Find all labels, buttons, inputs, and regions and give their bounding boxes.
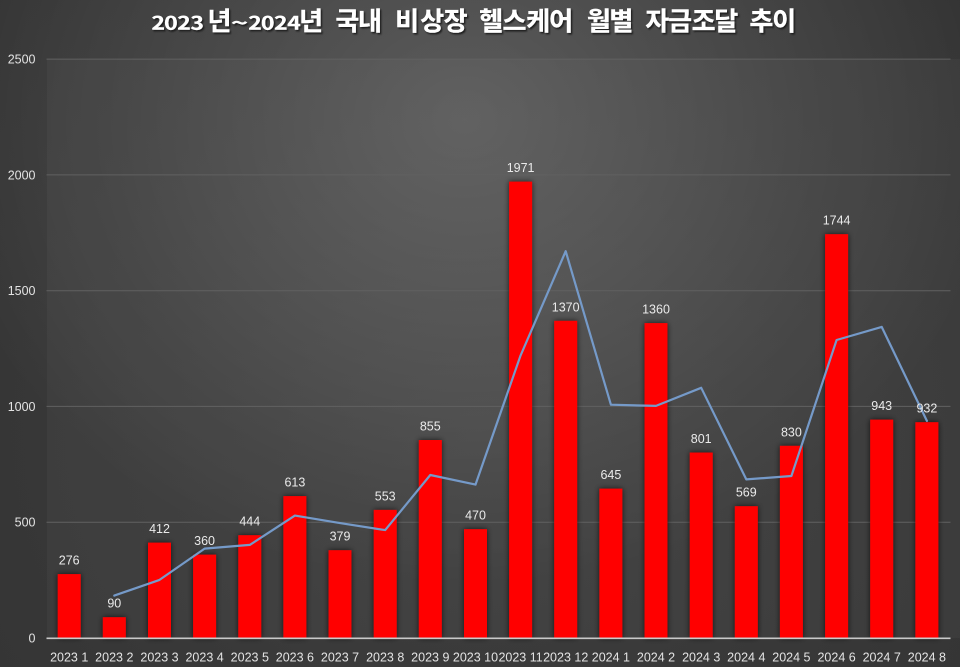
- svg-text:553: 553: [375, 489, 396, 503]
- svg-text:2024 4: 2024 4: [727, 650, 765, 664]
- svg-text:2023 6: 2023 6: [276, 650, 314, 664]
- svg-text:2024 2: 2024 2: [637, 650, 675, 664]
- svg-text:2024 5: 2024 5: [772, 650, 810, 664]
- svg-text:830: 830: [781, 425, 802, 439]
- svg-text:2023 1: 2023 1: [50, 650, 88, 664]
- svg-text:932: 932: [916, 402, 937, 416]
- svg-text:1360: 1360: [642, 303, 670, 317]
- svg-text:2023 11: 2023 11: [498, 650, 542, 664]
- svg-text:569: 569: [736, 486, 757, 500]
- svg-text:2023 9: 2023 9: [411, 650, 449, 664]
- svg-text:2024 1: 2024 1: [592, 650, 630, 664]
- svg-text:2023 12: 2023 12: [543, 650, 588, 664]
- svg-text:2023 7: 2023 7: [321, 650, 359, 664]
- svg-text:2023 8: 2023 8: [366, 650, 404, 664]
- svg-text:1370: 1370: [552, 300, 580, 314]
- svg-text:855: 855: [420, 420, 441, 434]
- svg-text:613: 613: [284, 476, 305, 490]
- svg-text:1971: 1971: [507, 161, 535, 175]
- svg-text:2023 5: 2023 5: [231, 650, 269, 664]
- svg-text:1744: 1744: [823, 214, 851, 228]
- svg-text:2023 10: 2023 10: [453, 650, 498, 664]
- svg-text:276: 276: [59, 554, 80, 568]
- svg-text:470: 470: [465, 509, 486, 523]
- svg-text:2000: 2000: [8, 168, 36, 182]
- svg-text:0: 0: [29, 631, 36, 645]
- svg-text:2500: 2500: [8, 53, 36, 67]
- svg-text:2024 8: 2024 8: [908, 650, 946, 664]
- svg-text:412: 412: [149, 522, 170, 536]
- svg-text:379: 379: [330, 530, 351, 544]
- svg-text:2024 7: 2024 7: [863, 650, 901, 664]
- svg-text:360: 360: [194, 534, 215, 548]
- svg-text:2023 3: 2023 3: [140, 650, 178, 664]
- svg-text:801: 801: [691, 432, 712, 446]
- svg-text:444: 444: [239, 515, 260, 529]
- svg-text:1000: 1000: [8, 400, 36, 414]
- svg-text:645: 645: [600, 468, 621, 482]
- svg-text:500: 500: [15, 516, 36, 530]
- svg-text:943: 943: [871, 399, 892, 413]
- svg-text:2023 4: 2023 4: [185, 650, 223, 664]
- svg-text:1500: 1500: [8, 284, 36, 298]
- svg-text:90: 90: [107, 597, 121, 611]
- svg-text:2023 2: 2023 2: [95, 650, 133, 664]
- svg-text:2024 6: 2024 6: [817, 650, 855, 664]
- svg-text:2024 3: 2024 3: [682, 650, 720, 664]
